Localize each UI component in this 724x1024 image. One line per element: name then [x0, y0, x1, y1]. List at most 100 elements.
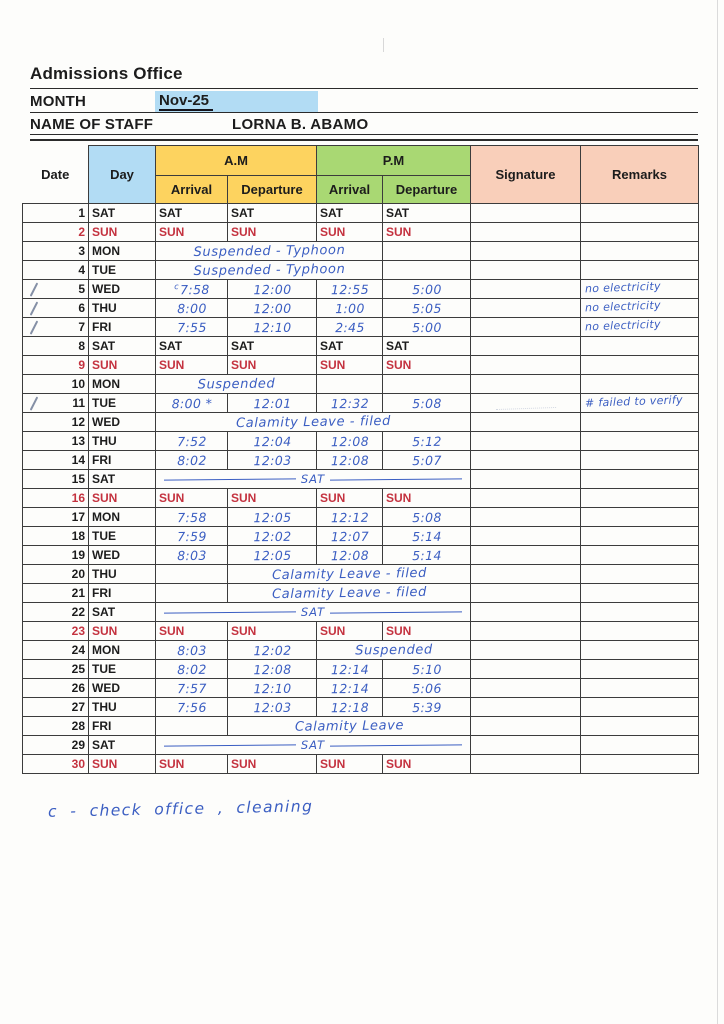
- strike-line: [330, 477, 463, 481]
- time-value: SAT: [231, 339, 255, 353]
- time-cell: 12:14: [316, 659, 383, 679]
- date-cell: 19: [22, 545, 89, 565]
- date-number: 25: [71, 662, 85, 676]
- handwritten-note: Suspended: [197, 375, 275, 393]
- day-cell: SUN: [88, 621, 156, 641]
- time-cell: 8:02: [155, 450, 228, 470]
- remarks-cell: # failed to verify: [580, 393, 699, 413]
- handwritten-footer-note: c - check office , cleaning: [47, 797, 314, 821]
- time-value: SUN: [320, 491, 346, 505]
- table-row: 3 MON Suspended - Typhoon: [22, 239, 699, 263]
- table-row: 22 SAT SAT: [22, 602, 699, 622]
- time-cell: 12:05: [227, 545, 317, 565]
- column-header-am-departure: Departure: [227, 175, 317, 204]
- remarks-cell: [580, 488, 699, 508]
- time-cell: 12:32: [316, 393, 383, 413]
- day-cell: WED: [88, 678, 156, 698]
- time-cell: SUN: [316, 355, 383, 375]
- date-cell: 15: [22, 469, 89, 489]
- day-cell: FRI: [88, 450, 156, 470]
- time-value: 8:03: [176, 642, 207, 658]
- day-cell: TUE: [88, 260, 156, 280]
- date-number: 29: [71, 738, 85, 752]
- month-label: MONTH: [30, 93, 86, 110]
- time-cell: [382, 374, 471, 394]
- date-cell: 22: [22, 602, 89, 622]
- remarks-cell: no electricity: [580, 317, 699, 337]
- time-cell: 12:05: [227, 507, 317, 527]
- day-cell: WED: [88, 545, 156, 565]
- time-value: SAT: [320, 206, 344, 220]
- time-cell: SAT: [316, 203, 383, 223]
- time-cell: 5:00: [382, 317, 471, 337]
- date-cell: 9: [22, 355, 89, 375]
- remarks-cell: [580, 602, 699, 622]
- time-cell: SUN: [382, 621, 471, 641]
- time-cell: 12:14: [316, 678, 383, 698]
- date-number: 12: [71, 415, 85, 429]
- time-value: 8:02: [176, 661, 207, 677]
- table-row: 26 WED 7:57 12:10 12:14 5:06: [22, 678, 699, 698]
- time-cell: SUN: [382, 222, 471, 242]
- time-cell: 12:10: [227, 317, 317, 337]
- time-cell: 12:04: [227, 431, 317, 451]
- time-value: 5:14: [411, 547, 442, 563]
- time-value: SUN: [386, 491, 412, 505]
- table-row: 7 FRI 7:55 12:10 2:45 5:00 no electricity: [22, 317, 699, 337]
- time-value: SUN: [231, 491, 257, 505]
- date-cell: 12: [22, 412, 89, 432]
- signature-cell: [470, 412, 581, 432]
- time-value: 12:12: [330, 509, 369, 525]
- time-cell: [316, 374, 383, 394]
- divider: [30, 88, 698, 89]
- strike-line: [330, 743, 463, 747]
- remarks-cell: [580, 450, 699, 470]
- time-value: 7:55: [176, 319, 207, 335]
- day-cell: THU: [88, 564, 156, 584]
- time-value: 12:14: [330, 661, 369, 677]
- date-number: 28: [71, 719, 85, 733]
- remarks-cell: no electricity: [580, 279, 699, 299]
- column-header-am-arrival: Arrival: [155, 175, 228, 204]
- time-cell: 12:03: [227, 697, 317, 717]
- office-title: Admissions Office: [30, 64, 183, 83]
- time-value: 12:14: [330, 680, 369, 696]
- remarks-cell: [580, 336, 699, 356]
- day-cell: SAT: [88, 602, 156, 622]
- time-cell: 12:02: [227, 640, 317, 660]
- column-header-am: A.M: [155, 145, 317, 176]
- strike-line: [163, 743, 296, 747]
- time-cell: 5:12: [382, 431, 471, 451]
- table-row: 2 SUN SUN SUN SUN SUN: [22, 222, 699, 242]
- date-number: 24: [71, 643, 85, 657]
- time-cell: 12:00: [227, 279, 317, 299]
- signature-cell: [470, 336, 581, 356]
- strike-line: [163, 477, 296, 481]
- time-cell: SUN: [227, 355, 317, 375]
- remark-text: no electricity: [584, 298, 662, 315]
- time-cell: 5:00: [382, 279, 471, 299]
- divider: [30, 134, 698, 135]
- check-slash-mark: [27, 301, 39, 315]
- time-cell: [155, 564, 228, 584]
- time-cell: 12:03: [227, 450, 317, 470]
- day-cell: SUN: [88, 355, 156, 375]
- time-value: 12:05: [252, 547, 292, 563]
- date-number: 6: [78, 301, 85, 315]
- handwritten-note: Calamity Leave - filed: [235, 413, 391, 431]
- time-value: SUN: [320, 757, 346, 771]
- date-cell: 26: [22, 678, 89, 698]
- date-number: 15: [71, 472, 85, 486]
- time-cell: [382, 241, 471, 261]
- handwritten-note: Calamity Leave: [294, 717, 404, 735]
- signature-cell: [470, 716, 581, 736]
- signature-cell: [470, 431, 581, 451]
- signature-cell: [470, 298, 581, 318]
- day-cell: WED: [88, 279, 156, 299]
- time-value: 7:52: [176, 433, 207, 449]
- time-cell: 7:55: [155, 317, 228, 337]
- signature-cell: [470, 526, 581, 546]
- date-number: 21: [71, 586, 85, 600]
- time-value: 7:56: [176, 699, 207, 715]
- date-number: 22: [71, 605, 85, 619]
